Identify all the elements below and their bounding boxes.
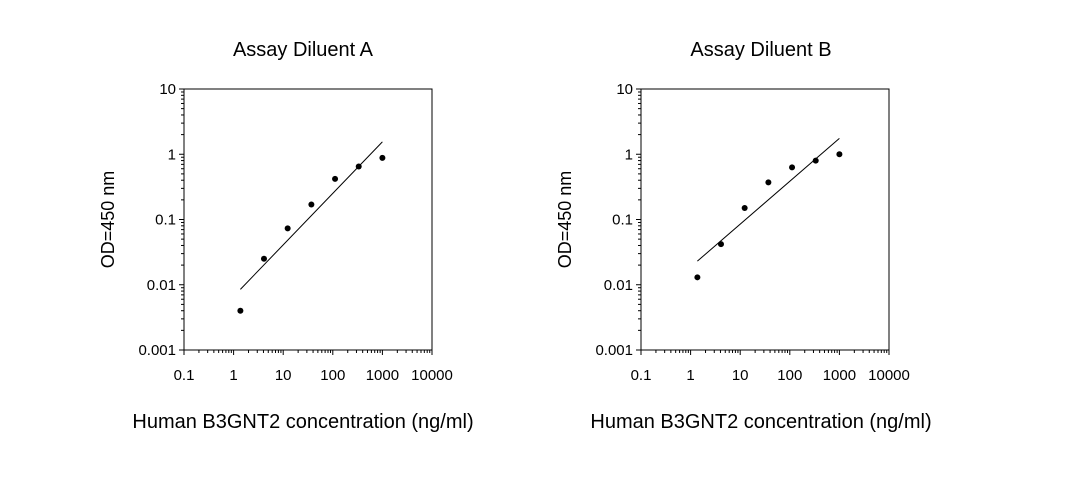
chart-b-data-point: [741, 205, 748, 212]
chart-a-y-tick-label: 0.01: [147, 277, 176, 294]
chart-b-data-point: [694, 274, 701, 281]
chart-b-y-tick-label: 10: [616, 81, 633, 98]
chart-a-x-tick-label: 10: [275, 367, 292, 384]
chart-a-data-point: [284, 225, 291, 232]
chart-b-data-point: [812, 157, 819, 164]
chart-a-data-point: [355, 163, 362, 170]
chart-a-y-tick-label: 1: [168, 146, 176, 163]
chart-b-x-axis-label: Human B3GNT2 concentration (ng/ml): [590, 411, 931, 433]
chart-b-x-tick-label: 1000: [823, 367, 856, 384]
chart-a-data-point: [308, 201, 315, 208]
chart-b-plot-frame: [640, 88, 890, 351]
chart-b-y-tick-label: 0.1: [612, 212, 633, 229]
chart-a-x-tick-label: 10000: [411, 367, 453, 384]
chart-a-data-point: [237, 307, 244, 314]
chart-b-y-tick-label: 0.01: [604, 277, 633, 294]
chart-a-x-tick-label: 1: [229, 367, 237, 384]
chart-a-data-point: [379, 154, 386, 161]
chart-a-y-tick-label: 10: [159, 81, 176, 98]
chart-a-y-tick-label: 0.1: [155, 212, 176, 229]
chart-b-x-tick-label: 1: [686, 367, 694, 384]
chart-b-y-tick-label: 1: [625, 146, 633, 163]
chart-a-x-tick-label: 100: [320, 367, 345, 384]
chart-b-x-tick-label: 10000: [868, 367, 910, 384]
chart-a-fit-line: [240, 141, 383, 290]
chart-a-x-tick-label: 1000: [366, 367, 399, 384]
chart-b-y-axis-label: OD=450 nm: [555, 171, 575, 269]
chart-a-data-point: [332, 175, 339, 182]
chart-b-data-point: [765, 179, 772, 186]
chart-b-data-point: [789, 164, 796, 171]
chart-b-x-tick-label: 100: [777, 367, 802, 384]
chart-b-data-point: [717, 241, 724, 248]
chart-b-data-point: [836, 151, 843, 158]
chart-a-title: Assay Diluent A: [233, 39, 374, 61]
chart-b-x-tick-label: 10: [732, 367, 749, 384]
chart-b-y-tick-label: 0.001: [595, 342, 633, 359]
chart-a-x-tick-label: 0.1: [174, 367, 195, 384]
chart-b-title: Assay Diluent B: [690, 39, 831, 61]
chart-a-y-axis-label: OD=450 nm: [98, 171, 118, 269]
chart-a-y-tick-label: 0.001: [138, 342, 176, 359]
chart-b-x-tick-label: 0.1: [631, 367, 652, 384]
chart-a-x-axis-label: Human B3GNT2 concentration (ng/ml): [132, 411, 473, 433]
chart-a-data-point: [260, 255, 267, 262]
